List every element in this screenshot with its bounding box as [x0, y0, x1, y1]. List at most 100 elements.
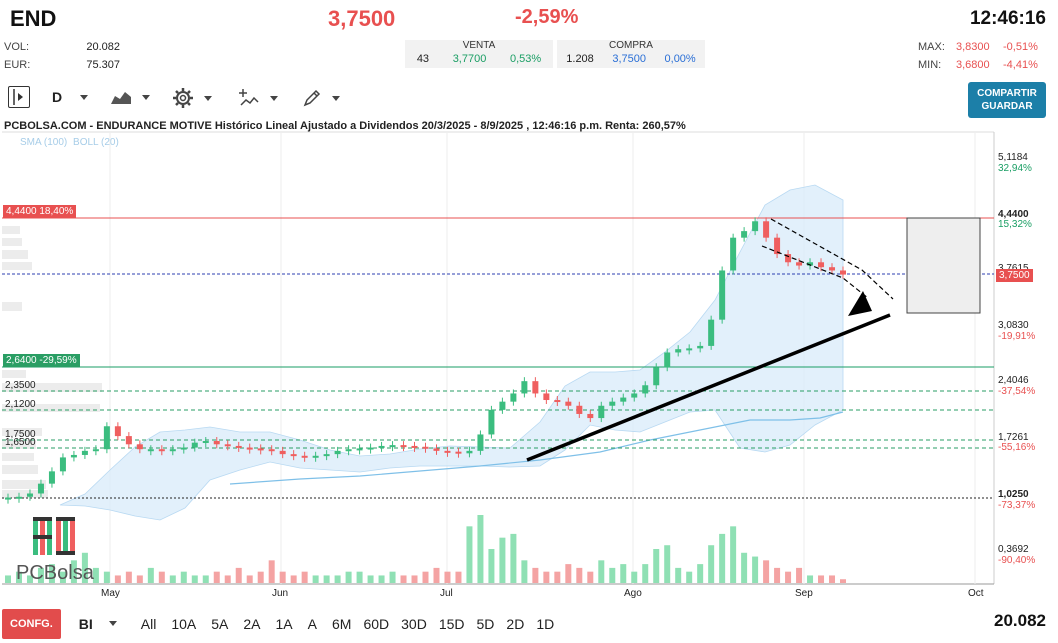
volume-bar — [26, 575, 33, 583]
candle — [246, 447, 253, 450]
compra-qty: 1.208 — [566, 53, 594, 65]
volume-bar — [466, 526, 473, 583]
chart-type-selector[interactable] — [110, 89, 150, 105]
candlestick-series — [5, 217, 846, 504]
volume-bar — [444, 571, 451, 583]
range-30d[interactable]: 30D — [401, 615, 427, 632]
volume-bar — [664, 545, 671, 583]
volume-bar — [719, 533, 726, 583]
candle — [708, 319, 715, 346]
range-a[interactable]: A — [307, 615, 317, 632]
volume-bar — [15, 571, 22, 583]
volume-bar — [37, 567, 44, 583]
candle — [466, 450, 473, 454]
candle — [224, 444, 231, 447]
level-2120-label: 2,1200 — [5, 399, 36, 410]
eur-value: 75.307 — [86, 59, 120, 71]
volume-bar — [356, 571, 363, 583]
sidebar-toggle-icon[interactable] — [8, 86, 30, 108]
bollinger-band — [59, 184, 844, 521]
candle — [829, 267, 836, 271]
volume-bar — [510, 533, 517, 583]
volume-bar — [521, 560, 528, 583]
axis-price-4440: 4,4400 — [998, 209, 1029, 220]
candle — [719, 270, 726, 320]
settings-selector[interactable] — [172, 87, 212, 109]
volume-bar — [675, 567, 682, 583]
candle — [785, 254, 792, 263]
range-60d[interactable]: 60D — [363, 615, 390, 632]
volume-bar — [246, 575, 253, 583]
level-2350-label: 2,3500 — [5, 380, 36, 391]
indicators-selector[interactable] — [238, 88, 278, 108]
min-label: MIN: — [918, 59, 942, 71]
axis-price-1025: 1,0250 — [998, 489, 1029, 500]
vol-value: 20.082 — [86, 41, 120, 53]
volume-bar — [829, 575, 836, 583]
volume-bar — [48, 564, 55, 583]
volume-bar — [543, 571, 550, 583]
candle — [158, 449, 165, 452]
tag-mid: 2,6400 -29,59% — [3, 354, 80, 367]
volume-bar — [81, 552, 88, 583]
resistance-trendline-lower — [761, 245, 869, 299]
candle — [532, 381, 539, 394]
range-6m[interactable]: 6M — [331, 615, 352, 632]
price-change: -2,59% — [515, 6, 579, 28]
candle — [697, 345, 704, 349]
month-oct: Oct — [968, 588, 984, 599]
volume-bar — [455, 571, 462, 583]
candle — [37, 483, 44, 494]
volume-bar — [323, 575, 330, 583]
chart-title: PCBOLSA.COM - ENDURANCE MOTIVE Histórico… — [4, 120, 686, 132]
range-5a[interactable]: 5A — [211, 615, 229, 632]
venta-price: 3,7700 — [452, 53, 487, 65]
volume-bar — [488, 549, 495, 583]
bi-selector[interactable]: BI — [79, 616, 117, 632]
period-selector[interactable]: D — [52, 89, 89, 105]
volume-bar — [125, 571, 132, 583]
axis-price-0369: 0,3692 — [998, 544, 1029, 555]
candle — [15, 496, 22, 499]
axis-price-5118: 5,1184 — [998, 152, 1028, 163]
candle — [81, 450, 88, 455]
range-5d[interactable]: 5D — [476, 615, 495, 632]
candle — [730, 237, 737, 271]
candle — [378, 445, 385, 448]
volume-bar — [400, 575, 407, 583]
volume-bar — [499, 537, 506, 583]
month-jul: Jul — [440, 588, 453, 599]
candle — [103, 426, 110, 450]
range-2a[interactable]: 2A — [243, 615, 261, 632]
max-value: 3,8300 — [956, 41, 990, 53]
candle — [576, 405, 583, 414]
eur-label: EUR: — [4, 59, 31, 71]
range-1d[interactable]: 1D — [536, 615, 555, 632]
candle — [565, 401, 572, 406]
drawing-tools-selector[interactable] — [302, 88, 340, 108]
candle — [587, 413, 594, 419]
candle — [642, 385, 649, 394]
range-all[interactable]: All — [140, 615, 157, 632]
candle — [807, 262, 814, 266]
config-button[interactable]: CONFG. — [2, 608, 61, 639]
candle — [609, 401, 616, 406]
range-10a[interactable]: 10A — [171, 615, 197, 632]
range-2d[interactable]: 2D — [506, 615, 525, 632]
volume-bar — [532, 567, 539, 583]
volume-bar — [697, 564, 704, 583]
share-save-button[interactable]: COMPARTIR GUARDAR — [968, 82, 1046, 118]
range-1a[interactable]: 1A — [275, 615, 293, 632]
volume-bar — [587, 571, 594, 583]
candle — [444, 450, 451, 453]
candle — [125, 436, 132, 445]
gear-icon — [173, 88, 193, 108]
range-15d[interactable]: 15D — [438, 615, 465, 632]
volume-bar — [5, 575, 11, 583]
candle — [323, 454, 330, 457]
candle — [631, 393, 638, 398]
volume-bar — [136, 575, 143, 583]
volume-bar — [334, 575, 341, 583]
volume-bar — [103, 571, 110, 583]
